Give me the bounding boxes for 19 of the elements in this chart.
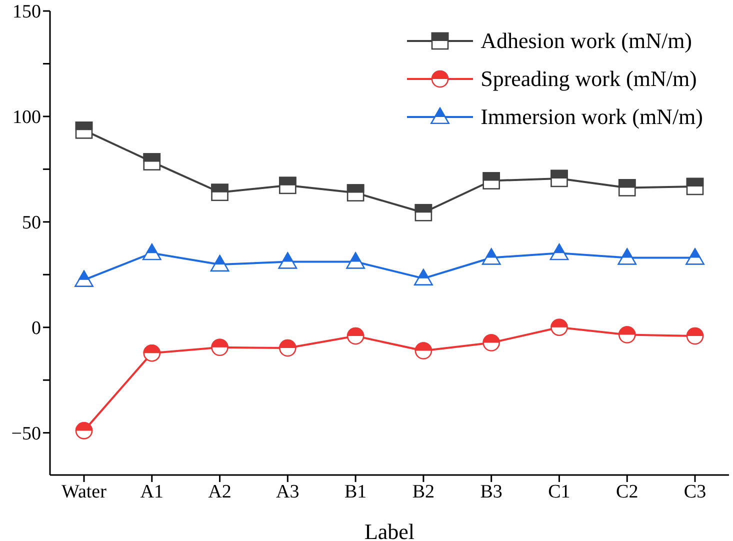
- x-tick-label: B1: [344, 481, 367, 502]
- legend-label: Spreading work (mN/m): [480, 66, 697, 92]
- x-tick-label: A3: [276, 481, 300, 502]
- x-tick-label: Water: [62, 481, 108, 502]
- y-tick-label: 150: [12, 2, 41, 23]
- y-tick-label: 50: [22, 212, 41, 234]
- x-tick-label: A2: [208, 481, 232, 502]
- x-tick-label: A1: [140, 481, 164, 502]
- y-tick-label: 100: [12, 107, 41, 128]
- x-tick-label: C2: [616, 481, 638, 502]
- x-tick-label: B3: [480, 481, 502, 502]
- legend-label: Adhesion work (mN/m): [480, 28, 692, 54]
- x-tick-label: B2: [412, 481, 435, 502]
- legend-label: Immersion work (mN/m): [480, 104, 703, 130]
- x-axis-title: Label: [364, 519, 415, 541]
- y-tick-label: 0: [32, 318, 41, 340]
- x-tick-label: C1: [548, 481, 570, 502]
- y-tick-label: −50: [11, 424, 41, 445]
- x-tick-label: C3: [684, 481, 706, 502]
